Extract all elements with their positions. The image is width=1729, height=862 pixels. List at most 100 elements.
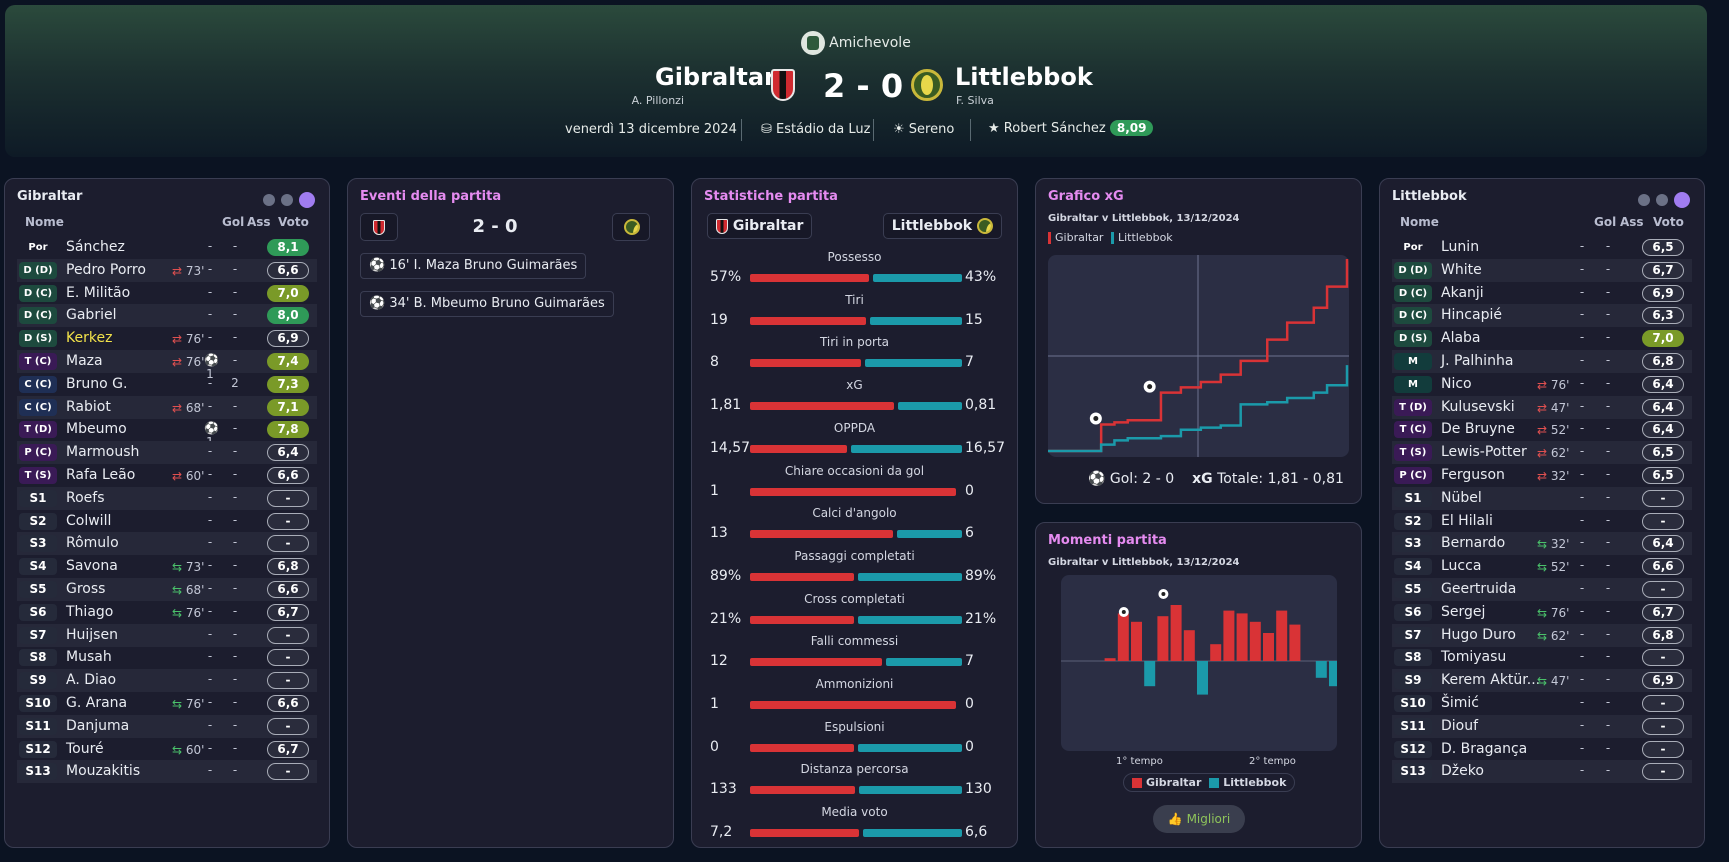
player-name[interactable]: Ferguson <box>1441 467 1505 483</box>
player-row[interactable]: S13 Mouzakitis - - - <box>17 760 317 784</box>
player-row[interactable]: S5 Gross ⇆ 68' - -6,6 <box>17 578 317 601</box>
player-row[interactable]: S12 Touré ⇆ 60' - -6,7 <box>17 738 317 761</box>
view-toggle[interactable] <box>1632 189 1690 208</box>
player-row[interactable]: T (D) Kulusevski ⇄ 47' - -6,4 <box>1392 395 1692 419</box>
player-row[interactable]: Por Sánchez - - 8,1 <box>17 236 317 259</box>
view-dot[interactable] <box>281 193 293 206</box>
player-name[interactable]: Marmoush <box>66 444 140 461</box>
player-name[interactable]: Pedro Porro <box>66 261 146 278</box>
best-button[interactable]: 👍 Migliori <box>1153 805 1245 833</box>
player-name[interactable]: Bruno G. <box>66 375 128 392</box>
player-name[interactable]: Sánchez <box>66 239 125 255</box>
player-row[interactable]: S6 Sergej ⇆ 76' - -6,7 <box>1392 601 1692 624</box>
away-team-name[interactable]: Littlebbok <box>955 63 1093 91</box>
player-name[interactable]: White <box>1441 261 1482 278</box>
player-name[interactable]: Sergej <box>1441 603 1486 620</box>
player-name[interactable]: Mouzakitis <box>66 763 141 780</box>
player-row[interactable]: S5 Geertruida - - - <box>1392 578 1692 601</box>
player-row[interactable]: T (S) Rafa Leão ⇄ 60' - -6,6 <box>17 464 317 487</box>
player-row[interactable]: S11 Danjuma - - - <box>17 714 317 738</box>
player-name[interactable]: Musah <box>66 649 112 666</box>
player-row[interactable]: S7 Huijsen - - - <box>17 623 317 647</box>
player-name[interactable]: Rafa Leão <box>66 467 136 483</box>
player-row[interactable]: S8 Tomiyasu - - - <box>1392 646 1692 669</box>
view-dot-active[interactable] <box>299 191 315 208</box>
player-name[interactable]: Mbeumo <box>66 421 127 438</box>
player-name[interactable]: Kerkez <box>66 330 113 347</box>
player-name[interactable]: Danjuma <box>66 717 130 734</box>
view-dot[interactable] <box>1638 193 1650 206</box>
stats-home-tab[interactable]: Gibraltar <box>707 213 813 239</box>
player-row[interactable]: S3 Rômulo - - - <box>17 532 317 556</box>
player-row[interactable]: M J. Palhinha - - 6,8 <box>1392 350 1692 373</box>
player-row[interactable]: S2 Colwill - - - <box>17 510 317 533</box>
player-row[interactable]: S8 Musah - - - <box>17 646 317 669</box>
player-of-the-match[interactable]: ★ Robert Sánchez 8,09 <box>988 120 1154 136</box>
view-toggle[interactable] <box>257 189 315 208</box>
player-row[interactable]: S7 Hugo Duro ⇆ 62' - -6,8 <box>1392 623 1692 647</box>
player-row[interactable]: S10 G. Arana ⇆ 76' - -6,6 <box>17 692 317 715</box>
player-row[interactable]: D (C) E. Militão - - 7,0 <box>17 282 317 305</box>
player-name[interactable]: Džeko <box>1441 763 1484 780</box>
view-dot[interactable] <box>263 193 275 206</box>
player-name[interactable]: Tomiyasu <box>1441 649 1507 666</box>
player-name[interactable]: Gross <box>66 581 106 597</box>
player-name[interactable]: A. Diao <box>66 672 117 689</box>
player-name[interactable]: Roefs <box>66 489 105 506</box>
player-row[interactable]: M Nico ⇄ 76' - -6,4 <box>1392 373 1692 396</box>
player-row[interactable]: P (C) Marmoush - - 6,4 <box>17 441 317 465</box>
player-name[interactable]: Hincapié <box>1441 307 1502 324</box>
player-name[interactable]: D. Bragança <box>1441 740 1528 757</box>
player-name[interactable]: Savona <box>66 558 118 575</box>
player-row[interactable]: D (C) Akanji - - 6,9 <box>1392 282 1692 305</box>
player-row[interactable]: T (D)Mbeumo⚽1-7,8 <box>17 418 317 449</box>
player-row[interactable]: S2 El Hilali - - - <box>1392 510 1692 533</box>
player-name[interactable]: E. Militão <box>66 284 131 301</box>
view-dot[interactable] <box>1656 193 1668 206</box>
player-row[interactable]: C (C) Rabiot ⇄ 68' - -7,1 <box>17 395 317 419</box>
player-name[interactable]: Rabiot <box>66 398 111 415</box>
player-row[interactable]: S10 Šimić - - - <box>1392 692 1692 715</box>
player-name[interactable]: J. Palhinha <box>1441 353 1514 369</box>
player-row[interactable]: D (C) Hincapié - - 6,3 <box>1392 304 1692 328</box>
player-row[interactable]: S11 Diouf - - - <box>1392 714 1692 738</box>
player-name[interactable]: Huijsen <box>66 626 118 643</box>
player-row[interactable]: P (C) Ferguson ⇄ 32' - -6,5 <box>1392 464 1692 487</box>
player-name[interactable]: Akanji <box>1441 284 1484 301</box>
player-row[interactable]: S4 Savona ⇆ 73' - -6,8 <box>17 555 317 578</box>
player-row[interactable]: S12 D. Bragança - - - <box>1392 738 1692 761</box>
player-row[interactable]: S3 Bernardo ⇆ 32' - -6,4 <box>1392 532 1692 556</box>
player-name[interactable]: G. Arana <box>66 695 128 711</box>
player-row[interactable]: D (S) Kerkez ⇄ 76' - -6,9 <box>17 327 317 350</box>
player-name[interactable]: Geertruida <box>1441 581 1517 597</box>
player-row[interactable]: D (D) Pedro Porro ⇄ 73' - -6,6 <box>17 258 317 282</box>
player-name[interactable]: Nübel <box>1441 489 1482 506</box>
player-name[interactable]: Maza <box>66 353 103 369</box>
player-row[interactable]: S9 A. Diao - - - <box>17 669 317 693</box>
player-row[interactable]: T (C) Maza ⇄ 76' ⚽1- 7,4 <box>17 350 317 381</box>
player-row[interactable]: S6 Thiago ⇆ 76' - -6,7 <box>17 601 317 624</box>
player-name[interactable]: Bernardo <box>1441 535 1506 552</box>
player-name[interactable]: Hugo Duro <box>1441 626 1516 643</box>
player-name[interactable]: Nico <box>1441 375 1472 392</box>
player-row[interactable]: S1 Nübel - - - <box>1392 486 1692 510</box>
player-name[interactable]: Colwill <box>66 512 112 529</box>
player-name[interactable]: Lucca <box>1441 558 1482 575</box>
goal-event[interactable]: ⚽ 34' B. Mbeumo Bruno Guimarães <box>360 291 614 317</box>
player-row[interactable]: S4 Lucca ⇆ 52' - -6,6 <box>1392 555 1692 578</box>
player-row[interactable]: T (S) Lewis-Potter ⇄ 62' - -6,5 <box>1392 441 1692 465</box>
player-name[interactable]: Alaba <box>1441 330 1481 347</box>
player-row[interactable]: T (C) De Bruyne ⇄ 52' - -6,4 <box>1392 418 1692 441</box>
player-name[interactable]: Diouf <box>1441 717 1479 734</box>
player-row[interactable]: D (S) Alaba - - 7,0 <box>1392 327 1692 350</box>
goal-event[interactable]: ⚽ 16' I. Maza Bruno Guimarães <box>360 253 587 279</box>
player-row[interactable]: D (C) Gabriel - - 8,0 <box>17 304 317 328</box>
player-row[interactable]: D (D) White - - 6,7 <box>1392 258 1692 282</box>
player-name[interactable]: Šimić <box>1441 695 1480 711</box>
player-row[interactable]: Por Lunin - - 6,5 <box>1392 236 1692 259</box>
player-name[interactable]: Kulusevski <box>1441 398 1515 415</box>
player-name[interactable]: De Bruyne <box>1441 421 1515 438</box>
player-name[interactable]: Lewis-Potter <box>1441 444 1527 461</box>
player-name[interactable]: Touré <box>66 740 104 757</box>
view-dot-active[interactable] <box>1674 191 1690 208</box>
